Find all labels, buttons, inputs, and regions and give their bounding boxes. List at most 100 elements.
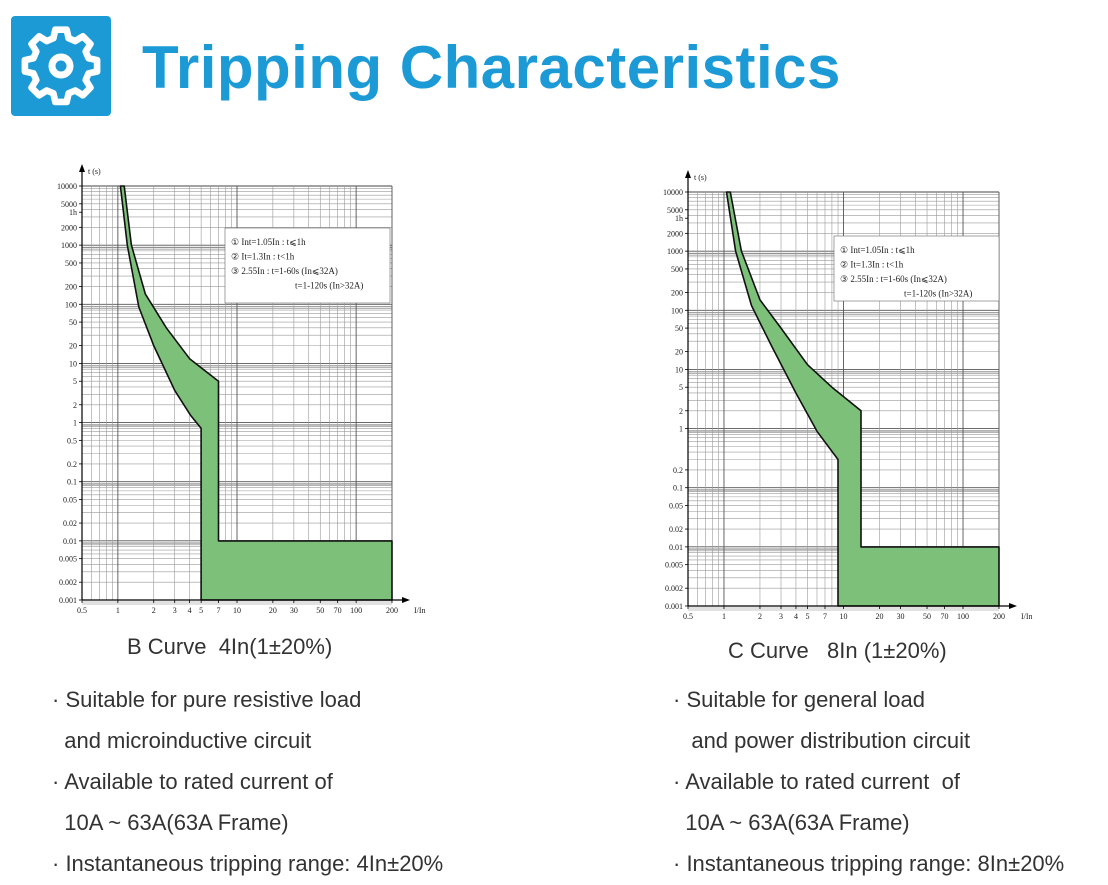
y-tick-label: 5 — [73, 377, 77, 386]
x-tick-label: 10 — [840, 612, 848, 621]
y-tick-label: 10000 — [663, 188, 683, 197]
b-curve-features: · Suitable for pure resistive load and m… — [52, 679, 443, 884]
y-tick-label: 0.2 — [673, 466, 683, 475]
y-tick-label: 50 — [69, 318, 77, 327]
y-tick-label: 1000 — [61, 241, 77, 250]
y-tick-label: 2000 — [667, 229, 683, 238]
x-tick-label: 1 — [116, 606, 120, 615]
y-axis-arrow — [685, 170, 691, 178]
x-tick-label: 7 — [823, 612, 827, 621]
y-tick-label: 10 — [675, 365, 683, 374]
y-tick-label: 0.1 — [673, 484, 683, 493]
x-axis-arrow — [1009, 603, 1017, 609]
y-tick-label: 200 — [65, 282, 77, 291]
annotation-line: ③ 2.55In : t=1-60s (In⩽32A) — [231, 266, 338, 276]
y-tick-label: 0.5 — [67, 436, 77, 445]
annotation-box — [224, 227, 391, 304]
y-tick-label: 0.1 — [67, 478, 77, 487]
y-tick-label: 20 — [675, 348, 683, 357]
list-item: and microinductive circuit — [52, 728, 312, 753]
y-tick-label: 100 — [671, 306, 683, 315]
x-tick-label: 4 — [794, 612, 798, 621]
list-item: · Suitable for general load — [673, 687, 925, 712]
y-tick-label: 0.001 — [665, 602, 683, 611]
y-tick-label: 0.05 — [669, 502, 683, 511]
x-tick-label: 4 — [188, 606, 192, 615]
x-tick-label: 5 — [806, 612, 810, 621]
b-curve-caption: B Curve 4In(1±20%) — [127, 634, 333, 659]
x-tick-label: 20 — [875, 612, 883, 621]
x-tick-label: 10 — [233, 606, 241, 615]
x-tick-label: 2 — [758, 612, 762, 621]
list-item: · Suitable for pure resistive load — [52, 687, 362, 712]
y-tick-label: 1000 — [667, 247, 683, 256]
y-tick-label: 0.002 — [59, 578, 77, 587]
x-tick-label: 100 — [350, 606, 362, 615]
y-tick-label: 0.2 — [67, 460, 77, 469]
y-tick-label: 20 — [69, 342, 77, 351]
list-item: 10A ~ 63A(63A Frame) — [52, 810, 289, 835]
y-tick-label: 50 — [675, 324, 683, 333]
x-tick-label: 200 — [386, 606, 398, 615]
annotation-line: ② It=1.3In : t<1h — [840, 260, 904, 270]
y-tick-label: 2 — [73, 401, 77, 410]
x-tick-label: 0.5 — [77, 606, 87, 615]
y-tick-label: 0.02 — [63, 519, 77, 528]
list-item: · Available to rated current of — [52, 769, 333, 794]
x-axis-arrow — [402, 597, 410, 603]
y-tick-label: 10000 — [57, 182, 77, 191]
list-item: and power distribution circuit — [673, 728, 971, 753]
x-tick-label: 70 — [334, 606, 342, 615]
x-tick-label: 200 — [993, 612, 1005, 621]
y-tick-label: 0.005 — [665, 561, 683, 570]
y-axis-arrow — [79, 164, 85, 172]
list-item: · Instantaneous tripping range: 4In±20% — [52, 851, 444, 876]
list-item: · Instantaneous tripping range: 8In±20% — [673, 851, 1065, 876]
x-tick-label: 7 — [217, 606, 221, 615]
list-item: · Available to rated current of — [673, 769, 960, 794]
y-tick-label: 2000 — [61, 223, 77, 232]
x-tick-label: 50 — [316, 606, 324, 615]
x-tick-label: 2 — [152, 606, 156, 615]
y-axis-label: t (s) — [88, 167, 101, 176]
y-tick-label: 0.02 — [669, 525, 683, 534]
y-tick-label: 500 — [65, 259, 77, 268]
x-tick-label: 20 — [269, 606, 277, 615]
c-curve-caption: C Curve 8In (1±20%) — [728, 638, 947, 663]
x-axis-label: I/In — [1021, 612, 1033, 621]
y-tick-label: 0.002 — [665, 584, 683, 593]
x-axis-label: I/In — [414, 606, 426, 615]
x-tick-label: 3 — [779, 612, 783, 621]
y-tick-label: 5000 — [667, 206, 683, 215]
y-tick-label: 0.01 — [669, 543, 683, 552]
y-tick-label: 1h — [675, 214, 683, 223]
page-title: Tripping Characteristics — [142, 34, 841, 101]
y-tick-label: 0.005 — [59, 555, 77, 564]
y-tick-label: 2 — [679, 407, 683, 416]
annotation-line: ② It=1.3In : t<1h — [231, 252, 295, 262]
y-tick-label: 1h — [69, 208, 77, 217]
y-tick-label: 5 — [679, 383, 683, 392]
annotation-box — [833, 235, 1000, 302]
gear-icon — [21, 26, 101, 106]
x-tick-label: 70 — [941, 612, 949, 621]
annotation-line: ① Int=1.05In : t⩽1h — [231, 237, 306, 247]
y-tick-label: 100 — [65, 300, 77, 309]
annotation-line: t=1-120s (In>32A) — [904, 289, 972, 299]
x-tick-label: 100 — [957, 612, 969, 621]
y-axis-label: t (s) — [694, 173, 707, 182]
y-tick-label: 1 — [73, 419, 77, 428]
x-tick-label: 0.5 — [683, 612, 693, 621]
y-tick-label: 10 — [69, 359, 77, 368]
annotation-line: t=1-120s (In>32A) — [295, 281, 363, 291]
x-tick-label: 1 — [722, 612, 726, 621]
y-tick-label: 0.05 — [63, 496, 77, 505]
annotation-line: ③ 2.55In : t=1-60s (In⩽32A) — [840, 274, 947, 284]
annotation-line: ① Int=1.05In : t⩽1h — [840, 245, 915, 255]
x-tick-label: 30 — [897, 612, 905, 621]
x-tick-label: 5 — [199, 606, 203, 615]
y-tick-label: 0.01 — [63, 537, 77, 546]
